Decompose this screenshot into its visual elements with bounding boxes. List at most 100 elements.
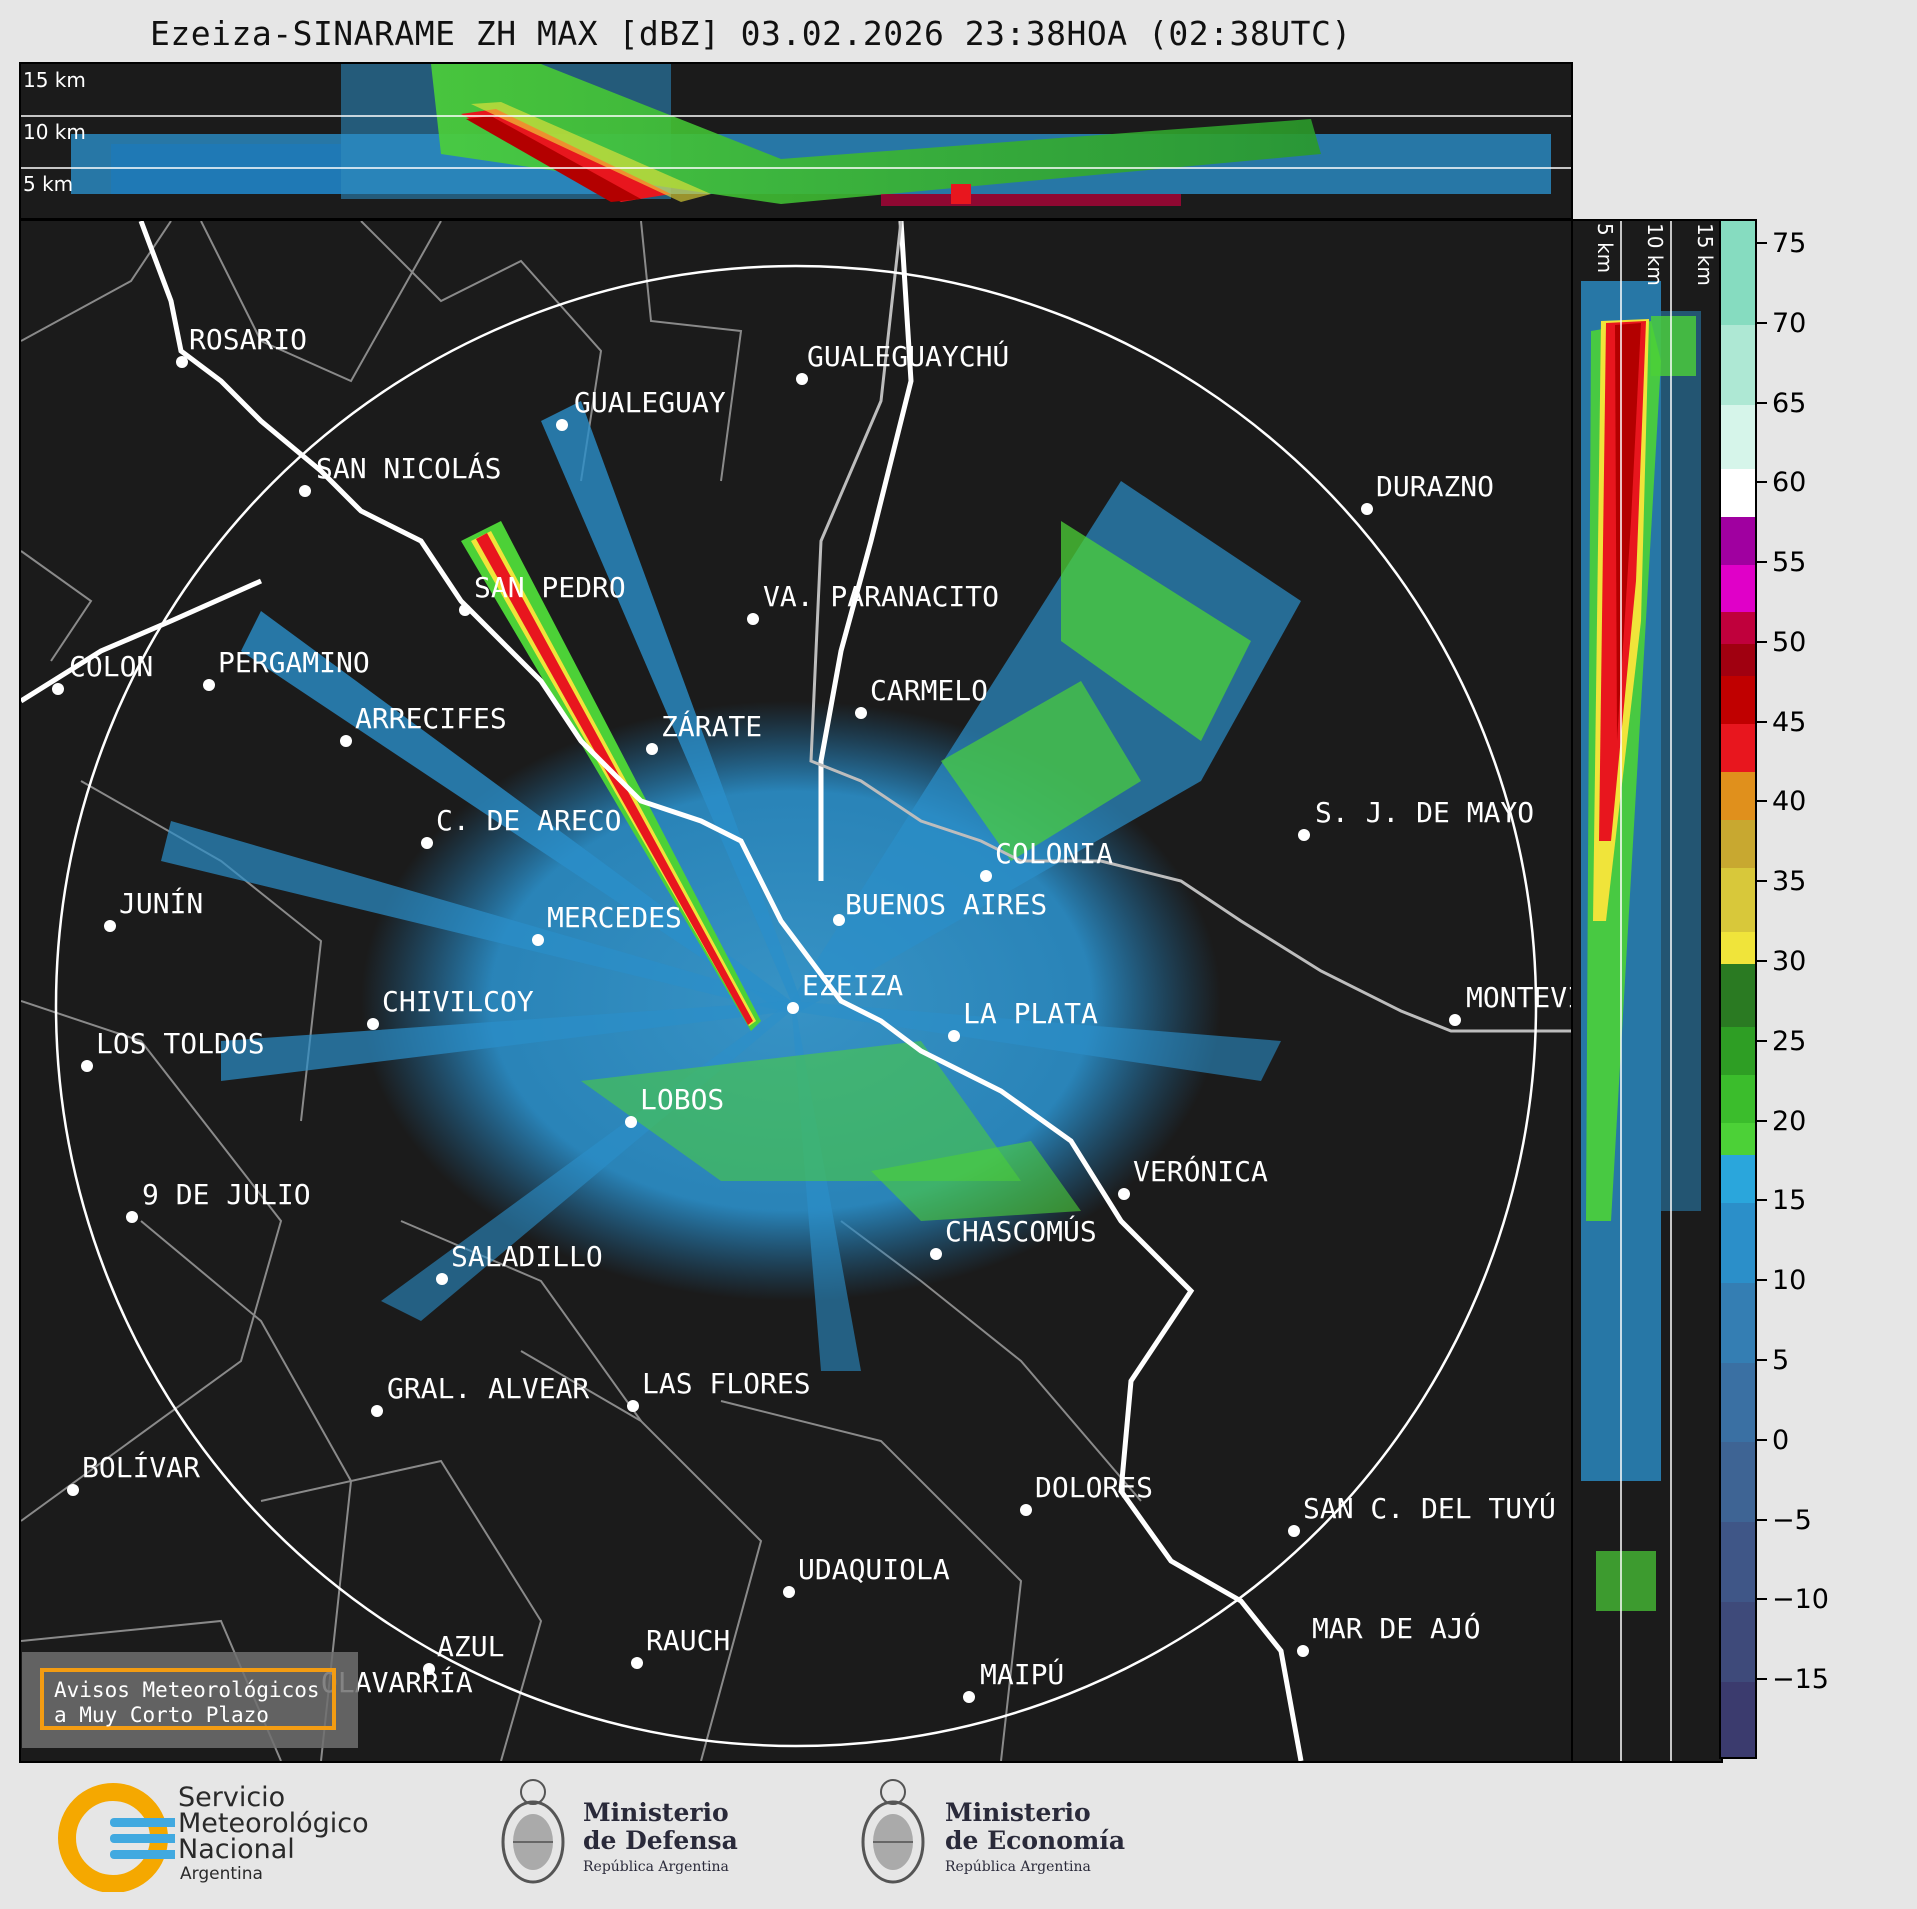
city-dot-saladillo — [436, 1273, 448, 1285]
city-dot-gualeguay — [556, 419, 568, 431]
colorbar-tick-label: 65 — [1772, 387, 1807, 419]
colorbar-segment — [1721, 468, 1755, 517]
city-dot-junin — [104, 920, 116, 932]
coastline — [21, 221, 1304, 1761]
range-ring — [54, 264, 1538, 1748]
economia-line-1: Ministerio — [945, 1798, 1091, 1827]
city-label-arrecifes: ARRECIFES — [355, 702, 507, 735]
warning-line-1: Avisos Meteorológicos — [54, 1678, 320, 1702]
colorbar-segment — [1721, 1521, 1755, 1602]
colorbar-segment — [1721, 963, 1755, 1028]
altitude-label-5km: 5 km — [23, 172, 74, 196]
colorbar-tick-label: 15 — [1772, 1185, 1807, 1217]
colorbar-tick — [1757, 321, 1767, 324]
colorbar-tick-label: 50 — [1772, 626, 1807, 658]
city-dot-carmelo — [855, 707, 867, 719]
city-dot-c-de-areco — [421, 837, 433, 849]
colorbar-tick — [1757, 640, 1767, 643]
economia-line-2: de Economía — [945, 1826, 1126, 1855]
colorbar-segment — [1721, 1362, 1755, 1443]
city-label-bolivar: BOLÍVAR — [82, 1451, 201, 1484]
city-dot-rosario — [176, 356, 188, 368]
colorbar-tick — [1757, 1119, 1767, 1122]
city-label-lobos: LOBOS — [640, 1083, 725, 1116]
city-dot-chascomus — [930, 1248, 942, 1260]
city-dot-lobos — [625, 1116, 637, 1128]
city-dot-rauch — [631, 1657, 643, 1669]
colorbar-tick-label: 55 — [1772, 547, 1807, 579]
city-dot-maipu — [963, 1691, 975, 1703]
city-dot-pergamino — [203, 679, 215, 691]
city-dot-veronica — [1118, 1188, 1130, 1200]
city-label-la-plata: LA PLATA — [963, 997, 1098, 1030]
city-label-gral-alvear: GRAL. ALVEAR — [387, 1372, 590, 1405]
city-dot-9-de-julio — [126, 1211, 138, 1223]
city-dot-la-plata — [948, 1030, 960, 1042]
city-label-colonia: COLONIA — [995, 837, 1114, 870]
smn-line-2: Meteorológico — [178, 1808, 369, 1839]
colorbar-tick-label: 75 — [1772, 227, 1807, 259]
colorbar-tick-label: 25 — [1772, 1025, 1807, 1057]
colorbar-segment — [1721, 771, 1755, 820]
city-label-mar-de-ajo: MAR DE AJÓ — [1312, 1612, 1481, 1645]
warning-badge[interactable]: Avisos Meteorológicos a Muy Corto Plazo — [22, 1652, 358, 1748]
economia-line-3: República Argentina — [945, 1859, 1091, 1875]
colorbar-segment — [1721, 1074, 1755, 1124]
colorbar-tick-label: 30 — [1772, 946, 1807, 978]
colorbar-tick — [1757, 1039, 1767, 1042]
city-dot-sj-de-mayo — [1298, 829, 1310, 841]
colorbar-segment — [1721, 675, 1755, 725]
colorbar-segment — [1721, 1154, 1755, 1203]
city-dot-san-pedro — [459, 604, 471, 616]
altitude-label-15km-side: 15 km — [1693, 223, 1717, 286]
warning-box[interactable]: Avisos Meteorológicos a Muy Corto Plazo — [40, 1668, 336, 1730]
colorbar-segment — [1721, 516, 1755, 565]
ministerio-economia-logo: Ministerio de Economía República Argenti… — [855, 1774, 1135, 1896]
city-label-chivilcoy: CHIVILCOY — [382, 985, 534, 1018]
city-label-maipu: MAIPÚ — [980, 1658, 1065, 1691]
colorbar-segment — [1721, 723, 1755, 773]
colorbar-segment — [1721, 1441, 1755, 1523]
colorbar-segment — [1721, 819, 1755, 868]
colorbar-segment — [1721, 867, 1755, 932]
colorbar-segment — [1721, 611, 1755, 645]
city-label-udaquiola: UDAQUIOLA — [798, 1553, 950, 1586]
colorbar-tick-label: −5 — [1772, 1504, 1812, 1536]
city-label-chascomus: CHASCOMÚS — [945, 1215, 1097, 1248]
altitude-label-10km: 10 km — [23, 120, 86, 144]
city-dot-las-flores — [627, 1400, 639, 1412]
colorbar-tick — [1757, 1598, 1767, 1601]
colorbar-tick-label: 35 — [1772, 866, 1807, 898]
city-dot-gualeguaychu — [796, 373, 808, 385]
city-dot-azul — [423, 1663, 435, 1675]
top-cross-section-panel: 15 km 10 km 5 km — [19, 62, 1573, 220]
colorbar-segment — [1721, 1601, 1755, 1682]
top-cross-section-echoes — [21, 64, 1571, 206]
colorbar-tick-label: 0 — [1772, 1424, 1790, 1456]
radar-map-canvas — [21, 221, 1571, 1761]
colorbar-tick — [1757, 561, 1767, 564]
colorbar-tick-label: −15 — [1772, 1664, 1829, 1696]
colorbar-tick-label: 10 — [1772, 1265, 1807, 1297]
city-dot-mar-de-ajo — [1297, 1645, 1309, 1657]
city-dot-chivilcoy — [367, 1018, 379, 1030]
colorbar-tick-label: 60 — [1772, 467, 1807, 499]
side-cross-section-echoes — [1581, 221, 1701, 1761]
colorbar-segment — [1721, 931, 1755, 964]
argentina-coat-of-arms-icon — [501, 1779, 565, 1884]
colorbar-tick-label: 20 — [1772, 1105, 1807, 1137]
city-dot-san-nicolas — [299, 485, 311, 497]
smn-line-4: Argentina — [180, 1864, 263, 1884]
city-dot-buenos-aires — [833, 914, 845, 926]
smn-logo: Servicio Meteorológico Nacional Argentin… — [55, 1782, 395, 1892]
city-label-dolores: DOLORES — [1035, 1471, 1154, 1504]
defensa-line-2: de Defensa — [583, 1826, 738, 1855]
colorbar-tick — [1757, 1279, 1767, 1282]
city-dot-arrecifes — [340, 735, 352, 747]
city-dot-colonia — [980, 870, 992, 882]
ministerio-defensa-logo: Ministerio de Defensa República Argentin… — [495, 1774, 765, 1896]
colorbar-segment — [1721, 1122, 1755, 1156]
colorbar-tick — [1757, 1438, 1767, 1441]
colorbar-segment — [1721, 1202, 1755, 1283]
colorbar-tick-label: 5 — [1772, 1345, 1790, 1377]
